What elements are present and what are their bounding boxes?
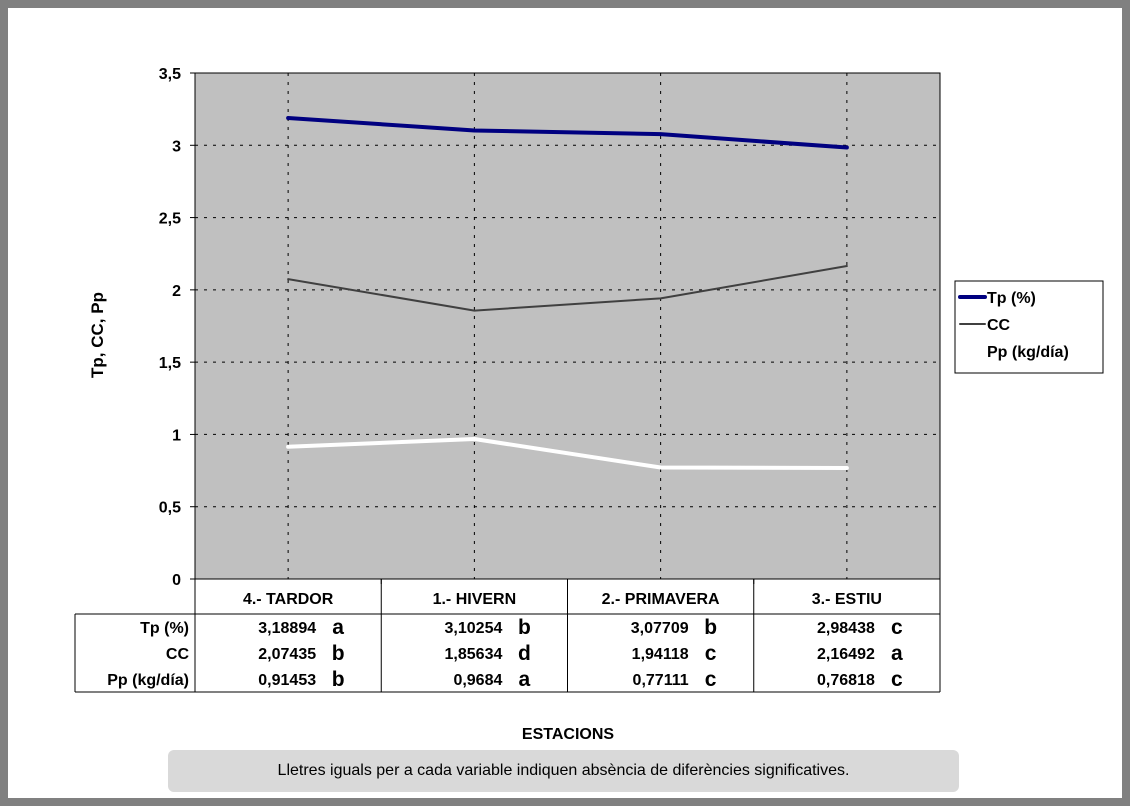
- y-tick-label: 2,5: [159, 211, 181, 228]
- legend-label-1: Tp (%): [987, 290, 1036, 307]
- series-line-2: [287, 265, 848, 312]
- y-tick-label: 0,5: [159, 500, 181, 517]
- data-label: 0,91453: [258, 672, 316, 689]
- significance-letter: b: [704, 616, 717, 639]
- data-label: 1,85634: [445, 646, 503, 663]
- significance-letter: c: [705, 668, 717, 691]
- x-tick-label: 2.- PRIMAVERA: [602, 591, 720, 608]
- significance-letter: a: [332, 616, 344, 639]
- data-label: 0,76818: [817, 672, 875, 689]
- y-tick-label: 3,5: [159, 66, 181, 83]
- legend-label-2: CC: [987, 317, 1011, 334]
- footnote: Lletres iguals per a cada variable indiq…: [168, 750, 959, 792]
- y-tick-label: 2: [172, 283, 181, 300]
- y-tick-label: 1: [172, 427, 181, 444]
- x-tick-label: 4.- TARDOR: [243, 591, 334, 608]
- data-label: 0,77111: [633, 672, 689, 689]
- significance-letter: d: [518, 642, 531, 665]
- series-line-1: [286, 115, 849, 150]
- y-tick-label: 0: [172, 572, 181, 589]
- significance-letter: c: [705, 642, 717, 665]
- data-label: 0,9684: [453, 672, 502, 689]
- significance-letter: b: [332, 642, 345, 665]
- series-line-3: [286, 436, 849, 470]
- plot-area: [194, 72, 941, 580]
- data-label: 3,07709: [631, 620, 689, 637]
- significance-letter: c: [891, 616, 903, 639]
- data-label: 2,07435: [258, 646, 316, 663]
- table-row-label: CC: [166, 646, 190, 663]
- significance-letter: c: [891, 668, 903, 691]
- legend-label-3: Pp (kg/día): [987, 344, 1069, 361]
- table-row-label: Tp (%): [140, 620, 189, 637]
- x-tick-label: 3.- ESTIU: [812, 591, 882, 608]
- significance-letter: a: [891, 642, 903, 665]
- y-tick-label: 1,5: [159, 355, 181, 372]
- significance-letter: b: [518, 616, 531, 639]
- data-label: 3,10254: [445, 620, 503, 637]
- x-tick-label: 1.- HIVERN: [433, 591, 517, 608]
- data-label: 2,16492: [817, 646, 875, 663]
- y-tick-label: 3: [172, 138, 181, 155]
- significance-letter: b: [332, 668, 345, 691]
- x-axis-title: ESTACIONS: [522, 726, 614, 743]
- table-row-label: Pp (kg/día): [107, 672, 189, 689]
- data-label: 2,98438: [817, 620, 875, 637]
- data-label: 3,18894: [258, 620, 316, 637]
- y-axis-title: Tp, CC, Pp: [88, 292, 107, 378]
- significance-letter: a: [519, 668, 531, 691]
- data-label: 1,94118: [632, 646, 689, 663]
